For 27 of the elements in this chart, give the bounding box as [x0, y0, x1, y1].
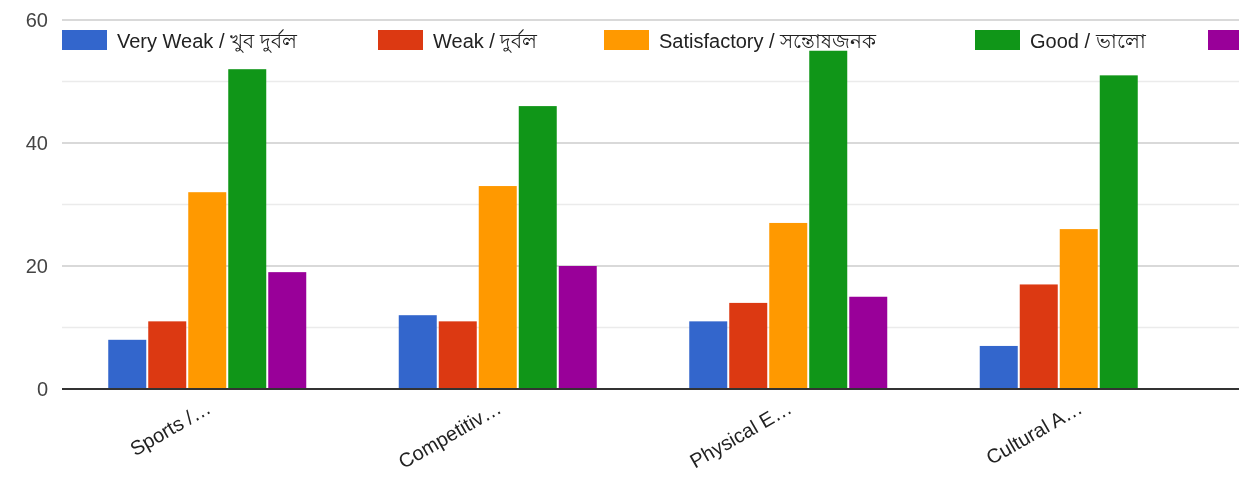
bar	[398, 315, 437, 389]
legend-label: Very Weak / খুব দুর্বল	[117, 29, 298, 53]
y-tick-label: 60	[25, 9, 48, 31]
bar	[1019, 284, 1058, 389]
bar	[518, 106, 557, 389]
y-tick-label: 40	[25, 132, 48, 154]
bar	[729, 302, 768, 389]
bar	[478, 186, 517, 389]
legend-label: Good / ভালো	[1030, 30, 1147, 52]
bar	[769, 222, 808, 389]
bar	[1059, 229, 1098, 389]
bar	[689, 321, 728, 389]
bar	[809, 50, 848, 389]
legend-label: Satisfactory / সন্তোষজনক	[659, 30, 878, 52]
legend-label: Weak / দুর্বল	[433, 29, 539, 53]
bar	[1099, 75, 1138, 389]
bar	[188, 192, 227, 389]
y-tick-label: 0	[36, 378, 48, 400]
y-tick-label: 20	[25, 255, 48, 277]
bar	[108, 339, 147, 389]
bar	[849, 296, 888, 389]
bar	[438, 321, 477, 389]
bar	[268, 272, 307, 389]
bar	[979, 345, 1018, 389]
bar	[558, 266, 597, 389]
bar	[228, 69, 267, 389]
bar	[148, 321, 187, 389]
